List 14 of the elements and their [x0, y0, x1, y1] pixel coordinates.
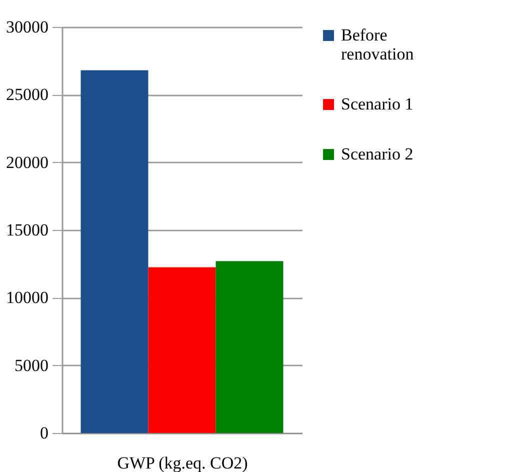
bar [80, 70, 148, 433]
x-axis-title: GWP (kg.eq. CO2) [117, 454, 248, 472]
y-tick-label: 10000 [6, 288, 48, 308]
y-tick-label: 20000 [6, 152, 48, 172]
bar [216, 261, 284, 433]
y-tick-label: 25000 [6, 85, 48, 104]
y-tick-label: 5000 [14, 356, 48, 375]
legend-label: Before renovation [341, 26, 414, 64]
bar [148, 267, 216, 433]
y-tick-label: 30000 [6, 18, 48, 36]
y-tick-label: 0 [40, 424, 48, 442]
legend-label: Scenario 2 [341, 144, 414, 164]
y-tick-label: 15000 [6, 220, 48, 240]
legend-label: Scenario 1 [341, 94, 414, 114]
